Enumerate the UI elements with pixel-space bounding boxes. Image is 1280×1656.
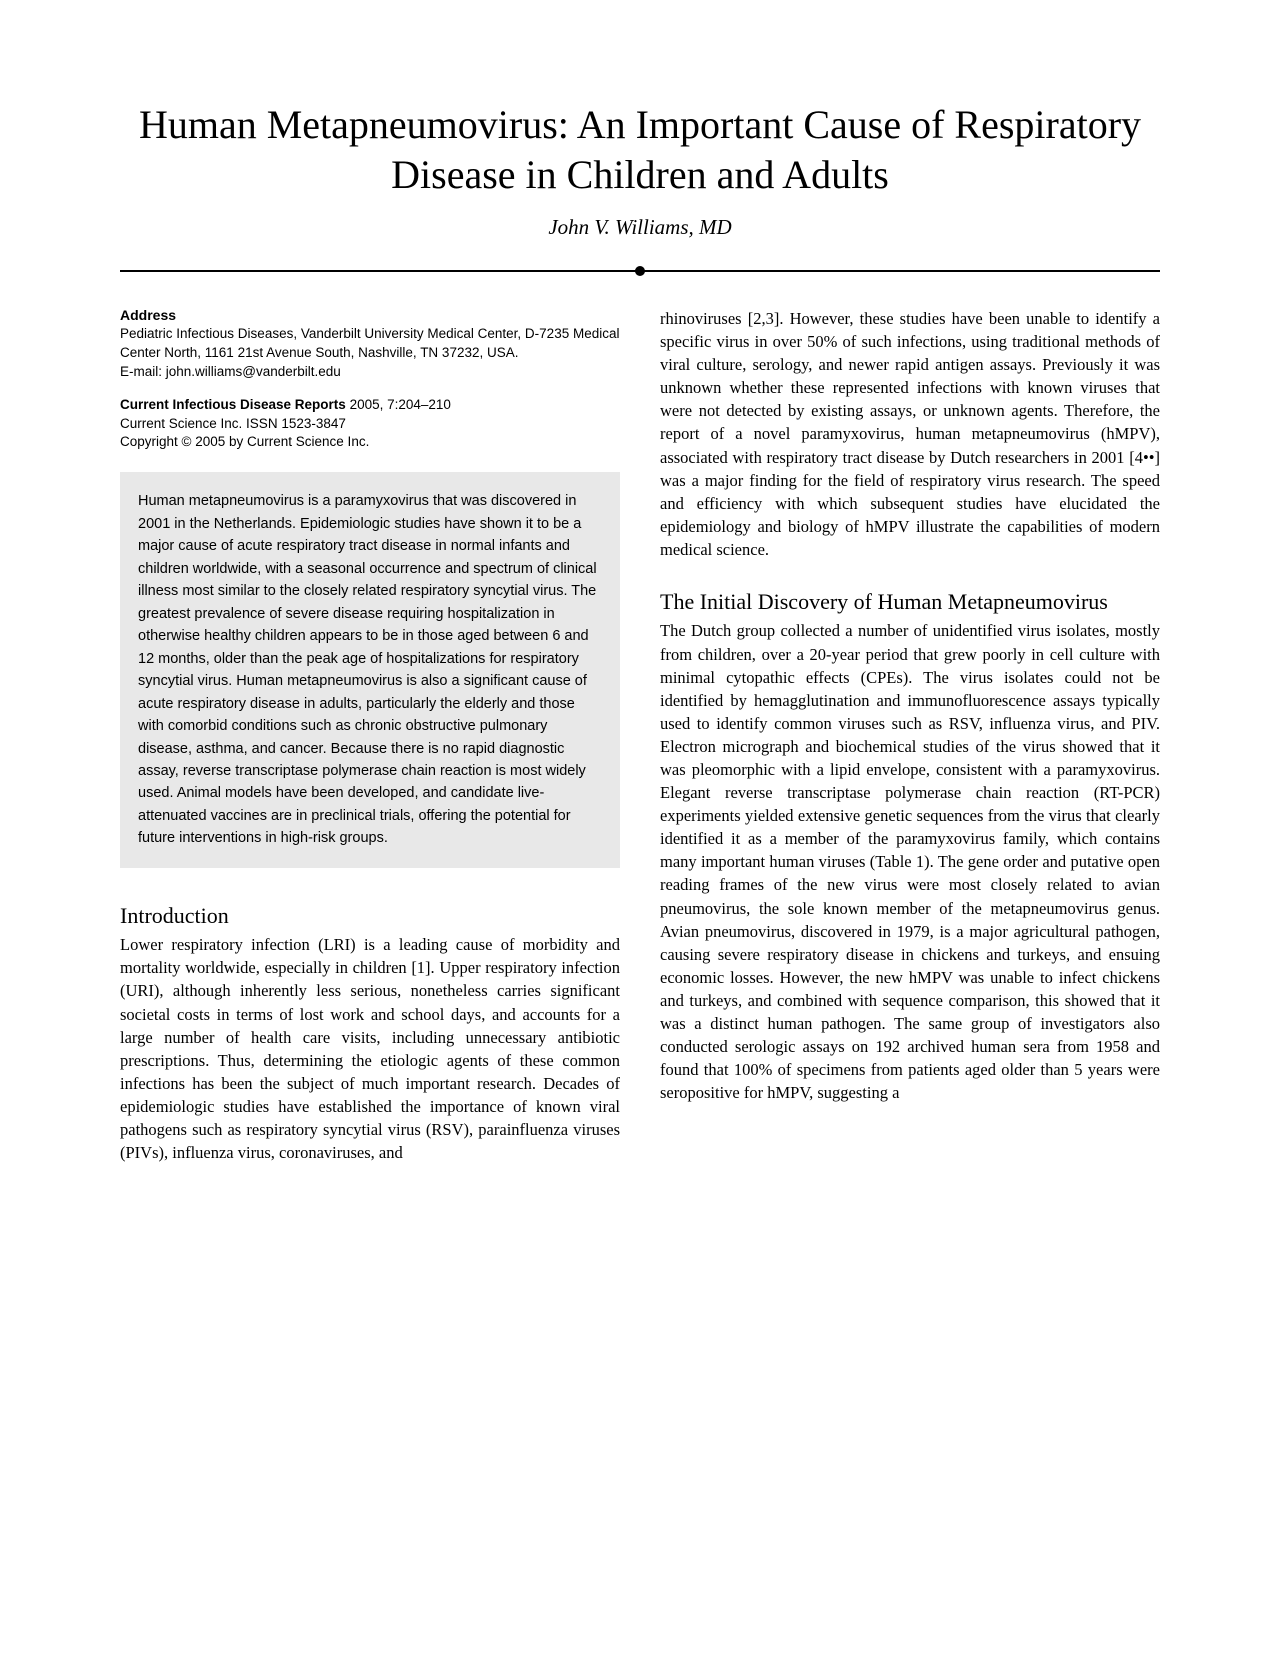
right-column: rhinoviruses [2,3]. However, these studi… (660, 307, 1160, 1164)
introduction-heading: Introduction (120, 903, 620, 929)
article-author: John V. Williams, MD (120, 215, 1160, 240)
journal-year-volume: 2005, 7:204–210 (350, 397, 451, 412)
left-column: Address Pediatric Infectious Diseases, V… (120, 307, 620, 1164)
journal-publisher-issn: Current Science Inc. ISSN 1523-3847 (120, 416, 346, 431)
article-title: Human Metapneumovirus: An Important Caus… (120, 100, 1160, 200)
journal-name: Current Infectious Disease Reports (120, 397, 346, 412)
abstract-box: Human metapneumovirus is a paramyxovirus… (120, 472, 620, 868)
discovery-text: The Dutch group collected a number of un… (660, 619, 1160, 1104)
address-text: Pediatric Infectious Diseases, Vanderbil… (120, 325, 620, 382)
intro-continuation-text: rhinoviruses [2,3]. However, these studi… (660, 307, 1160, 561)
header-divider (120, 270, 1160, 272)
journal-info: Current Infectious Disease Reports 2005,… (120, 396, 620, 453)
introduction-text: Lower respiratory infection (LRI) is a l… (120, 933, 620, 1164)
address-heading: Address (120, 307, 620, 323)
content-columns: Address Pediatric Infectious Diseases, V… (120, 307, 1160, 1164)
discovery-heading: The Initial Discovery of Human Metapneum… (660, 589, 1160, 615)
journal-copyright: Copyright © 2005 by Current Science Inc. (120, 434, 369, 449)
